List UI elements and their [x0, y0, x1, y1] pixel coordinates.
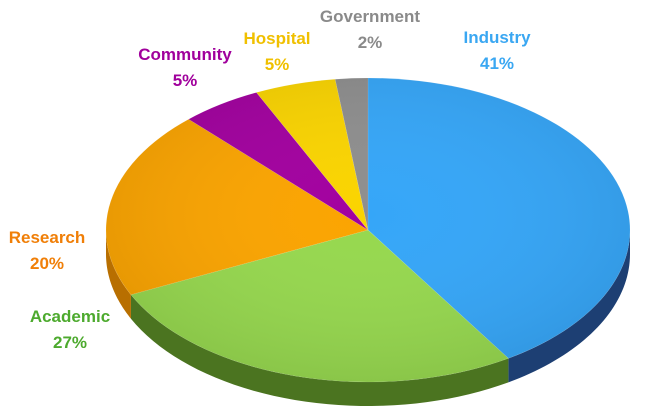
- label-value-academic: 27%: [53, 333, 87, 352]
- label-value-industry: 41%: [480, 54, 514, 73]
- label-value-community: 5%: [173, 71, 198, 90]
- label-name-research: Research: [9, 228, 86, 247]
- label-value-research: 20%: [30, 254, 64, 273]
- label-name-industry: Industry: [463, 28, 531, 47]
- label-value-hospital: 5%: [265, 55, 290, 74]
- label-name-government: Government: [320, 7, 420, 26]
- label-name-academic: Academic: [30, 307, 110, 326]
- label-name-hospital: Hospital: [243, 29, 310, 48]
- pie-tops: [105, 77, 631, 383]
- label-name-community: Community: [138, 45, 232, 64]
- pie-labels: Industry 41% Academic 27% Research 20% Communi…: [9, 7, 531, 352]
- label-value-government: 2%: [358, 33, 383, 52]
